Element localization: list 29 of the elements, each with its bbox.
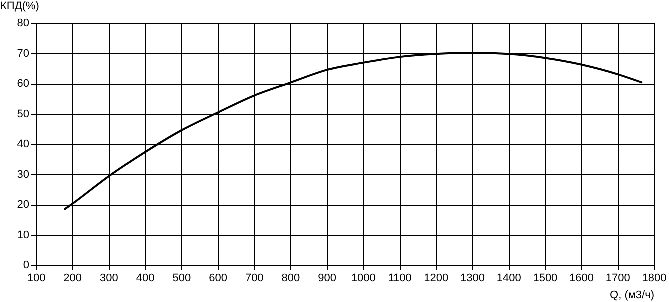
y-tick-label: 10 <box>17 229 30 242</box>
y-tick-label: 60 <box>17 78 30 90</box>
y-tick-label: 30 <box>17 168 30 181</box>
x-axis-title: Q, (м3/ч) <box>610 290 654 302</box>
x-tick-label: 1100 <box>388 272 412 284</box>
y-tick-label: 80 <box>17 18 30 30</box>
x-tick-label: 200 <box>64 272 82 284</box>
x-tick-label: 1700 <box>606 272 630 284</box>
y-tick-label: 70 <box>17 48 30 60</box>
y-tick-label: 20 <box>17 199 30 211</box>
y-tick-label: 0 <box>23 260 30 272</box>
x-tick-label: 1400 <box>496 272 522 284</box>
x-tick-label: 800 <box>282 272 300 284</box>
x-tick-label: 300 <box>100 272 118 284</box>
x-tick-label: 1600 <box>570 272 594 284</box>
x-tick-label: 600 <box>209 272 228 284</box>
x-tick-label: 1800 <box>642 272 667 284</box>
x-tick-label: 100 <box>27 272 46 284</box>
y-tick-label: 50 <box>17 108 30 120</box>
y-axis-title: КПД(%) <box>0 0 40 12</box>
x-tick-label: 1200 <box>424 272 449 284</box>
x-tick-label: 1300 <box>460 272 485 284</box>
x-tick-label: 1000 <box>351 272 376 284</box>
y-tick-label: 40 <box>17 138 30 150</box>
x-tick-label: 900 <box>318 272 337 284</box>
x-tick-label: 700 <box>245 272 264 284</box>
x-tick-label: 500 <box>172 272 192 284</box>
x-tick-label: 400 <box>136 272 155 284</box>
x-tick-label: 1500 <box>533 272 558 284</box>
